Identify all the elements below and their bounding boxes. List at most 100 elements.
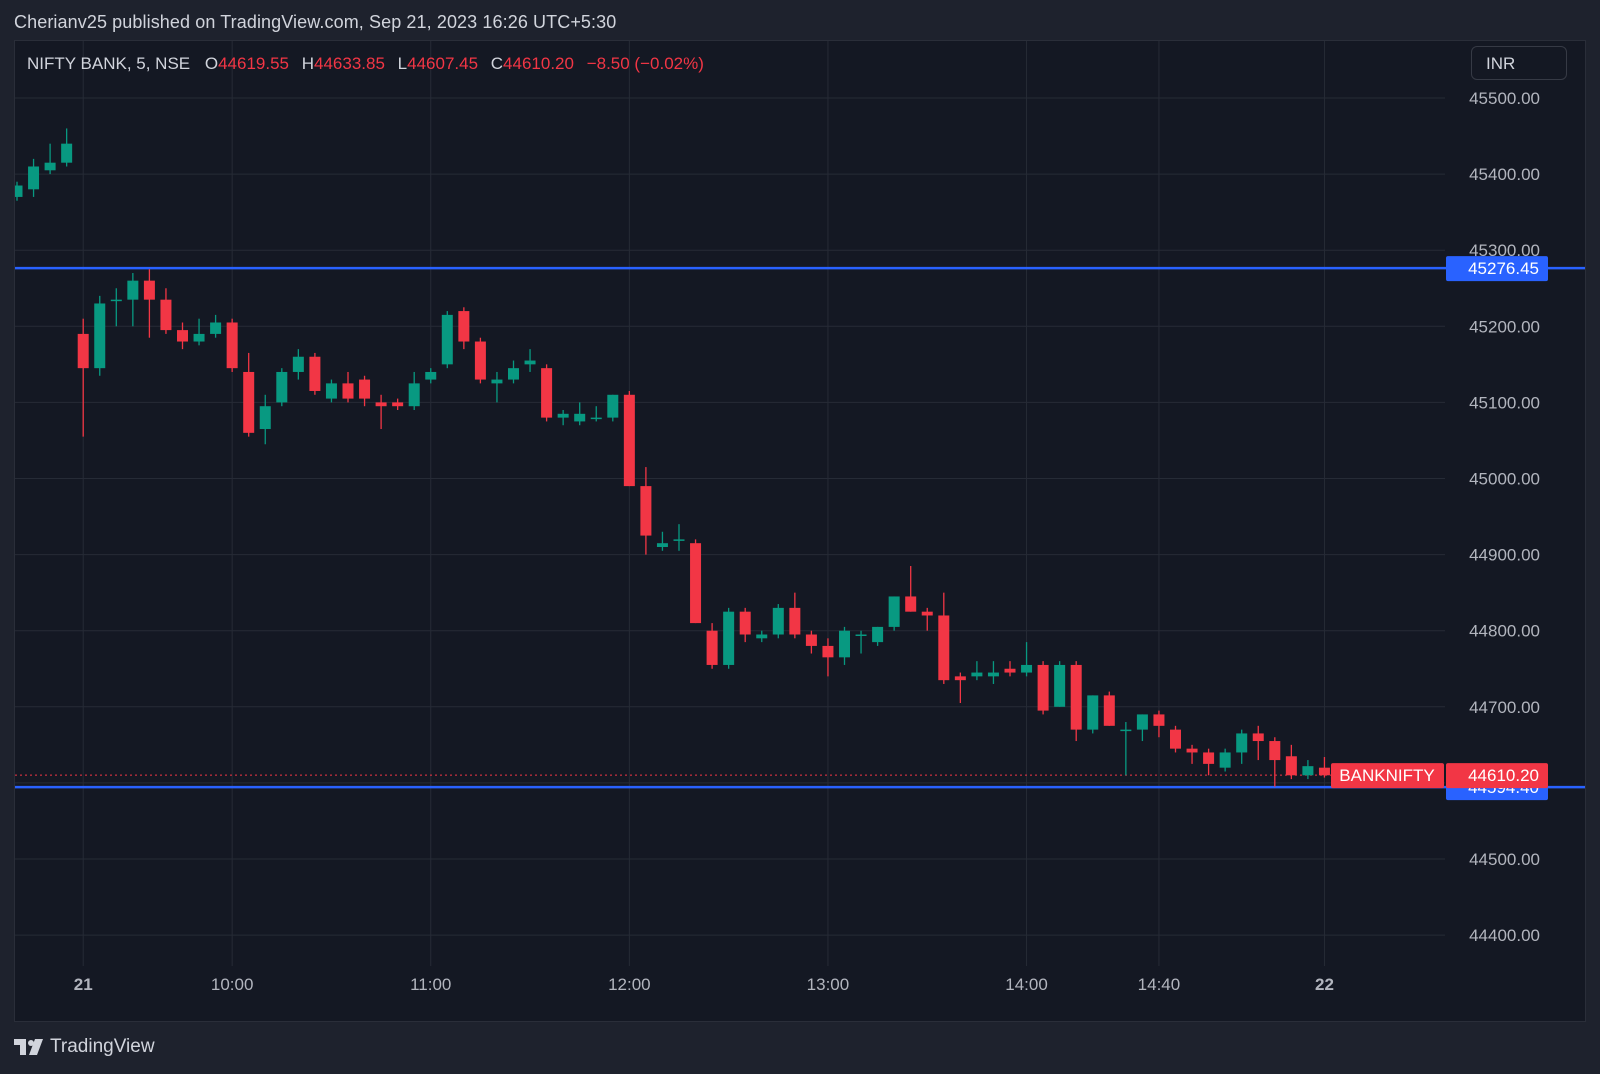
y-tick-label: 44900.00 [1469,546,1540,565]
chart-area[interactable]: 45500.00 45400.00 45300.00 45200.00 45100.00… [14,40,1586,1022]
candle-body [491,379,503,384]
candle-body [789,607,801,635]
candle [789,592,801,639]
candle [193,318,205,346]
y-tick-label: 45000.00 [1469,470,1540,489]
candle-body [1087,695,1099,730]
brand-name: TradingView [50,1036,155,1057]
candle [574,402,586,426]
candle [673,524,685,551]
candle-body [177,330,188,342]
candle [508,360,519,384]
candle-body [226,322,238,369]
candle-body [1269,741,1281,761]
last-price-label: 44610.20 [1468,766,1539,785]
candle-body [822,645,834,658]
candle-body [1103,695,1115,726]
y-tick-label: 45100.00 [1469,393,1540,412]
candle [392,398,404,411]
candle [954,672,966,703]
symbol-tag [1331,763,1444,789]
candle-body [888,596,900,627]
candle-body [160,299,172,331]
y-tick-label: 44800.00 [1469,622,1540,641]
candle [1004,661,1016,677]
candlestick-chart[interactable]: 45500.00 45400.00 45300.00 45200.00 45100.00… [15,41,1586,1022]
y-tick-label: 45400.00 [1469,165,1540,184]
candle-body [921,611,933,616]
candle [491,371,503,403]
candle [706,623,718,669]
candle [723,607,735,669]
candle [325,379,337,403]
candle [872,626,884,646]
candle-body [292,356,304,372]
candle [1318,757,1330,778]
candle [1219,748,1231,772]
x-tick-label: 21 [74,975,93,994]
candle-body [1037,664,1049,711]
candle [342,371,354,403]
candle [243,352,255,437]
candle [524,349,536,372]
candle-body [574,413,586,422]
candle [143,269,155,338]
open-label: O [204,54,219,73]
currency-button[interactable]: INR [1471,46,1567,80]
open-value: 44619.55 [218,54,289,73]
candle [1302,760,1314,780]
candle-body [28,166,40,190]
candle-body [1302,766,1314,776]
candle-body [1120,729,1132,732]
candle [1203,748,1215,776]
candle-body [276,371,288,403]
ohlc-legend: NIFTY BANK, 5, NSE O44619.55 H44633.85 L… [27,54,704,74]
candle [905,566,917,612]
candle-body [375,402,387,407]
candle [127,273,139,327]
candle [15,181,23,201]
candle-body [243,371,255,433]
candle-body [872,626,884,643]
candle-body [77,333,89,369]
change-value: −8.50 (−0.02%) [586,54,704,73]
symbol-label[interactable]: NIFTY BANK, 5, NSE [27,54,191,73]
candle [44,143,56,175]
candle [61,128,73,167]
candle-body [1170,729,1181,749]
candle-body [94,303,106,369]
candle-body [1186,748,1198,753]
candle-body [640,486,652,536]
candle-body [143,280,155,300]
candle [921,607,933,631]
candle-body [805,634,817,646]
candle [656,531,668,551]
y-tick-label: 44700.00 [1469,698,1540,717]
high-label: H [301,54,315,73]
low-value: 44607.45 [407,54,479,73]
candle [276,368,288,407]
candle-body [524,360,536,365]
candle-body [839,630,850,658]
candle-body [309,356,321,391]
candle [474,337,486,384]
candle-body [987,672,999,677]
candle [1186,744,1198,764]
candle-body [193,333,205,342]
candle-body [1252,733,1264,742]
last-price-tag [1446,763,1548,789]
candle-body [1070,664,1082,730]
candle [839,626,850,665]
footer-brand: TradingView [14,1036,155,1058]
high-value: 44633.85 [314,54,385,73]
candle-body [772,607,784,635]
grid-lines [15,41,1445,966]
candle-body [1004,668,1016,673]
candle [375,394,387,430]
candle-body [938,615,950,681]
candle [1103,691,1115,726]
publish-info: Cherianv25 published on TradingView.com,… [14,12,617,32]
candle-body [342,383,354,399]
candle-body [359,379,371,399]
candle-body [441,314,453,365]
